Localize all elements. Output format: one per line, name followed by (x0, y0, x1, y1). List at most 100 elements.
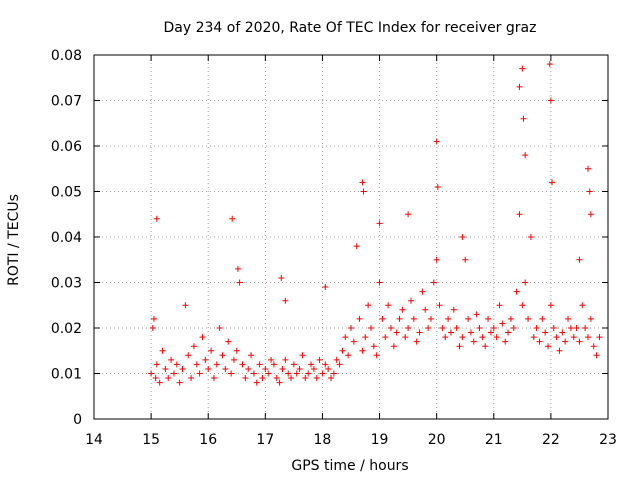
data-point (419, 288, 426, 295)
data-point (259, 375, 266, 382)
data-point (336, 361, 343, 368)
data-point (229, 215, 236, 222)
data-point (228, 370, 235, 377)
data-point (210, 375, 217, 382)
data-point (396, 315, 403, 322)
data-point (359, 179, 366, 186)
data-point (333, 356, 340, 363)
data-point (376, 279, 383, 286)
data-point (293, 370, 300, 377)
data-point (536, 338, 543, 345)
data-point (519, 65, 526, 72)
data-point (250, 370, 257, 377)
data-point (390, 343, 397, 350)
data-point (522, 279, 529, 286)
data-point (567, 325, 574, 331)
data-point (193, 361, 200, 368)
y-tick-label: 0.07 (51, 94, 82, 110)
data-point (593, 352, 600, 359)
data-point (439, 325, 446, 331)
data-point (547, 97, 554, 104)
data-point (413, 338, 420, 345)
data-point (393, 329, 400, 336)
data-point (507, 315, 514, 322)
data-point (520, 115, 527, 122)
data-point (219, 352, 226, 359)
data-point (430, 279, 437, 286)
data-point (370, 343, 377, 350)
data-point (270, 361, 277, 368)
data-point (467, 329, 474, 336)
data-point (433, 256, 440, 263)
data-point (360, 188, 367, 195)
data-point (456, 343, 463, 350)
data-point (345, 352, 352, 359)
data-point (308, 361, 315, 368)
data-point (273, 375, 280, 382)
data-point (262, 365, 269, 372)
data-point (410, 315, 417, 322)
data-point (416, 329, 423, 336)
data-point (496, 302, 503, 309)
data-point (590, 343, 597, 350)
data-point (453, 325, 460, 331)
data-point (379, 315, 386, 322)
data-point (153, 361, 160, 368)
x-tick-label: 22 (542, 432, 560, 448)
data-point (256, 361, 263, 368)
data-point (436, 302, 443, 309)
data-point (549, 179, 556, 186)
data-point (487, 329, 494, 336)
data-point (330, 370, 337, 377)
data-point (153, 215, 160, 222)
data-point (473, 311, 480, 318)
tick-marks (93, 54, 609, 420)
data-point (302, 375, 309, 382)
data-point (199, 334, 206, 341)
data-point (493, 334, 500, 341)
data-point (222, 365, 229, 372)
data-point (516, 83, 523, 90)
data-point (545, 343, 552, 350)
data-point (519, 302, 526, 309)
data-point (565, 315, 572, 322)
data-point (316, 356, 323, 363)
data-point (305, 370, 312, 377)
data-point (313, 375, 320, 382)
x-tick-label: 23 (599, 432, 617, 448)
data-point (182, 302, 189, 309)
data-point (479, 334, 486, 341)
data-point (556, 347, 563, 354)
data-point (282, 356, 289, 363)
x-tick-label: 14 (85, 432, 103, 448)
data-point (547, 302, 554, 309)
x-tick-label: 21 (485, 432, 503, 448)
data-point (542, 329, 549, 336)
y-tick-label: 0.02 (51, 321, 82, 337)
data-point (296, 365, 303, 372)
y-axis-label: ROTI / TECUs (6, 194, 22, 286)
data-point (405, 325, 412, 331)
data-point (585, 165, 592, 172)
data-point (279, 365, 286, 372)
data-point (208, 347, 215, 354)
data-point (176, 379, 183, 386)
x-tick-label: 16 (199, 432, 217, 448)
data-point (490, 325, 497, 331)
data-point (265, 370, 272, 377)
data-point (159, 347, 166, 354)
data-point (586, 188, 593, 195)
data-point (433, 138, 440, 145)
data-point (156, 379, 163, 386)
data-point (587, 315, 594, 322)
chart-title: Day 234 of 2020, Rate Of TEC Index for r… (164, 20, 537, 36)
data-point (319, 370, 326, 377)
data-point (587, 211, 594, 218)
data-point (216, 325, 223, 331)
x-tick-label: 19 (371, 432, 389, 448)
data-point (527, 234, 534, 240)
data-point (402, 334, 409, 341)
x-tick-labels: 14 15 16 17 18 19 20 21 22 23 (85, 432, 617, 448)
